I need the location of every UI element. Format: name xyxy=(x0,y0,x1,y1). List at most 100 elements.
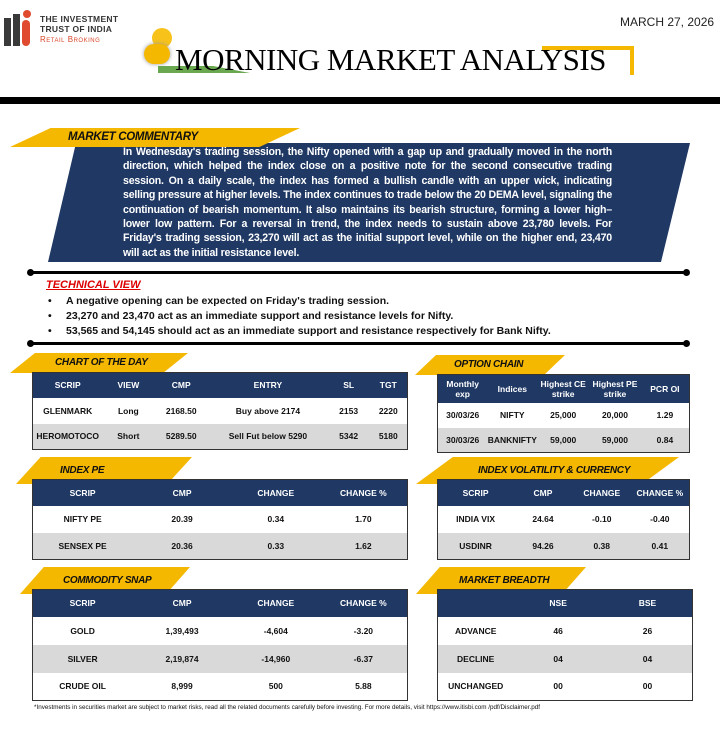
column-header: VIEW xyxy=(102,372,155,398)
table-row: ADVANCE 46 26 xyxy=(438,617,693,645)
title-accent-green-bar xyxy=(158,66,250,73)
divider-dot xyxy=(27,269,34,276)
table-cell: 500 xyxy=(268,681,283,692)
table-header-row: SCRIP CMP CHANGE CHANGE % xyxy=(32,479,408,506)
commentary-label: MARKET COMMENTARY xyxy=(10,128,300,147)
technical-view-title: TECHNICAL VIEW xyxy=(46,279,141,291)
table-row: GLENMARK Long 2168.50 Buy above 2174 2153 222… xyxy=(33,398,408,424)
table-cell: GOLD xyxy=(70,625,95,636)
table-cell: 30/03/26 xyxy=(437,427,488,453)
column-header: NSE xyxy=(513,589,603,617)
table-row: SILVER 2,19,874 -14,960 -6.37 xyxy=(32,644,408,673)
column-header: CHANGE % xyxy=(319,479,408,506)
table-cell: 59,000 xyxy=(537,427,590,453)
table-cell: HEROMOTOCO xyxy=(32,423,103,450)
table-cell: 00 xyxy=(553,681,563,692)
table-cell: 25,000 xyxy=(550,410,577,420)
table-header-row: NSE BSE xyxy=(437,589,693,617)
table-cell: 30/03/26 xyxy=(446,410,480,420)
column-header: CMP xyxy=(132,479,232,506)
column-header: SCRIP xyxy=(32,479,133,506)
disclaimer: *Investments in securities market are su… xyxy=(34,704,541,711)
column-header: PCR OI xyxy=(640,374,690,403)
column-header: CHANGE xyxy=(231,479,320,506)
table-cell: 0.33 xyxy=(231,532,320,560)
table-cell: 00 xyxy=(642,681,653,692)
column-header: Indices xyxy=(487,374,538,403)
table-cell: Long xyxy=(117,405,139,416)
column-header: BSE xyxy=(602,589,693,617)
column-header: Highest PE strike xyxy=(589,374,641,403)
column-header: SL xyxy=(327,372,370,398)
table-cell: 1,39,493 xyxy=(165,625,199,636)
column-header xyxy=(437,589,514,617)
table-cell: 04 xyxy=(602,644,693,673)
table-cell: 2220 xyxy=(378,405,398,416)
table-cell: 1.70 xyxy=(355,514,372,524)
option-chain-table: Monthly exp Indices Highest CE strike Highe… xyxy=(437,374,690,453)
commentary-panel xyxy=(48,143,690,262)
commentary-text: In Wednesday's trading session, the Nift… xyxy=(123,146,613,259)
column-header: CHANGE xyxy=(572,479,631,506)
table-cell: -4,604 xyxy=(263,625,288,636)
sun-cloud-icon xyxy=(142,20,182,66)
table-cell: BANKNIFTY xyxy=(487,427,538,453)
table-cell: UNCHANGED xyxy=(448,681,504,692)
logo-line3: Retail Broking xyxy=(40,35,101,44)
table-cell: NIFTY PE xyxy=(63,514,102,524)
table-header-row: SCRIP VIEW CMP ENTRY SL TGT xyxy=(32,372,408,398)
header-bar xyxy=(0,97,720,104)
title-accent-yellow xyxy=(542,46,634,75)
table-row: CRUDE OIL 8,999 500 5.88 xyxy=(33,673,408,701)
column-header: CMP xyxy=(154,372,209,398)
column-header: ENTRY xyxy=(208,372,328,398)
column-header: CMP xyxy=(513,479,573,506)
table-cell: 26 xyxy=(642,625,653,636)
table-row: INDIA VIX 24.64 -0.10 -0.40 xyxy=(438,506,690,533)
column-header: TGT xyxy=(369,372,408,398)
table-cell: 24.64 xyxy=(532,514,554,524)
table-row: 30/03/26 NIFTY 25,000 20,000 1.29 xyxy=(438,403,690,428)
table-cell: -0.40 xyxy=(650,514,670,524)
table-cell: INDIA VIX xyxy=(456,514,496,524)
table-cell: 2153 xyxy=(339,405,359,416)
table-cell: 0.41 xyxy=(630,532,690,560)
table-header-row: SCRIP CMP CHANGE CHANGE % xyxy=(437,479,690,506)
table-cell: Short xyxy=(102,423,155,450)
table-cell: 20.36 xyxy=(132,532,232,560)
table-cell: 0.84 xyxy=(640,427,690,453)
table-cell: 04 xyxy=(513,644,603,673)
table-cell: 20,000 xyxy=(601,410,628,420)
index-pe-table: SCRIP CMP CHANGE CHANGE % NIFTY PE 20.39 0.34 1… xyxy=(32,479,408,560)
table-cell: -14,960 xyxy=(231,644,320,673)
table-row: SENSEX PE 20.36 0.33 1.62 xyxy=(32,532,408,560)
commodity-table: SCRIP CMP CHANGE CHANGE % GOLD 1,39,493 -4,604… xyxy=(32,589,408,701)
table-cell: 5.88 xyxy=(355,681,372,692)
divider xyxy=(30,271,687,274)
table-header-row: SCRIP CMP CHANGE CHANGE % xyxy=(32,589,408,617)
logo-line2: TRUST OF INDIA xyxy=(40,24,113,34)
column-header: Monthly exp xyxy=(437,374,488,403)
table-cell: 2168.50 xyxy=(165,405,197,416)
chart-of-day-table: SCRIP VIEW CMP ENTRY SL TGT GLENMARK Long 2168.5… xyxy=(32,372,408,450)
table-cell: 5180 xyxy=(369,423,408,450)
divider-dot xyxy=(683,340,690,347)
table-cell: 0.38 xyxy=(572,532,631,560)
option-chain-label: OPTION CHAIN xyxy=(415,355,565,375)
column-header: Highest CE strike xyxy=(537,374,590,403)
column-header: CHANGE % xyxy=(319,589,408,617)
table-cell: SENSEX PE xyxy=(32,532,133,560)
breadth-table: NSE BSE ADVANCE 46 26 DECLINE 04 04 UNCHANGED 00 0… xyxy=(437,589,693,701)
table-row: HEROMOTOCO Short 5289.50 Sell Fut below 529… xyxy=(32,423,408,450)
column-header: CHANGE % xyxy=(630,479,690,506)
table-row: UNCHANGED 00 00 xyxy=(438,673,693,701)
table-cell: -3.20 xyxy=(353,625,374,636)
table-cell: -6.37 xyxy=(319,644,408,673)
report-date: MARCH 27, 2026 xyxy=(620,15,715,29)
table-cell: GLENMARK xyxy=(43,405,93,416)
table-cell: 8,999 xyxy=(171,681,193,692)
table-row: NIFTY PE 20.39 0.34 1.70 xyxy=(33,506,408,533)
table-cell: -0.10 xyxy=(592,514,612,524)
table-cell: 20.39 xyxy=(171,514,193,524)
technical-bullet: 23,270 and 23,470 act as an immediate su… xyxy=(48,309,551,324)
